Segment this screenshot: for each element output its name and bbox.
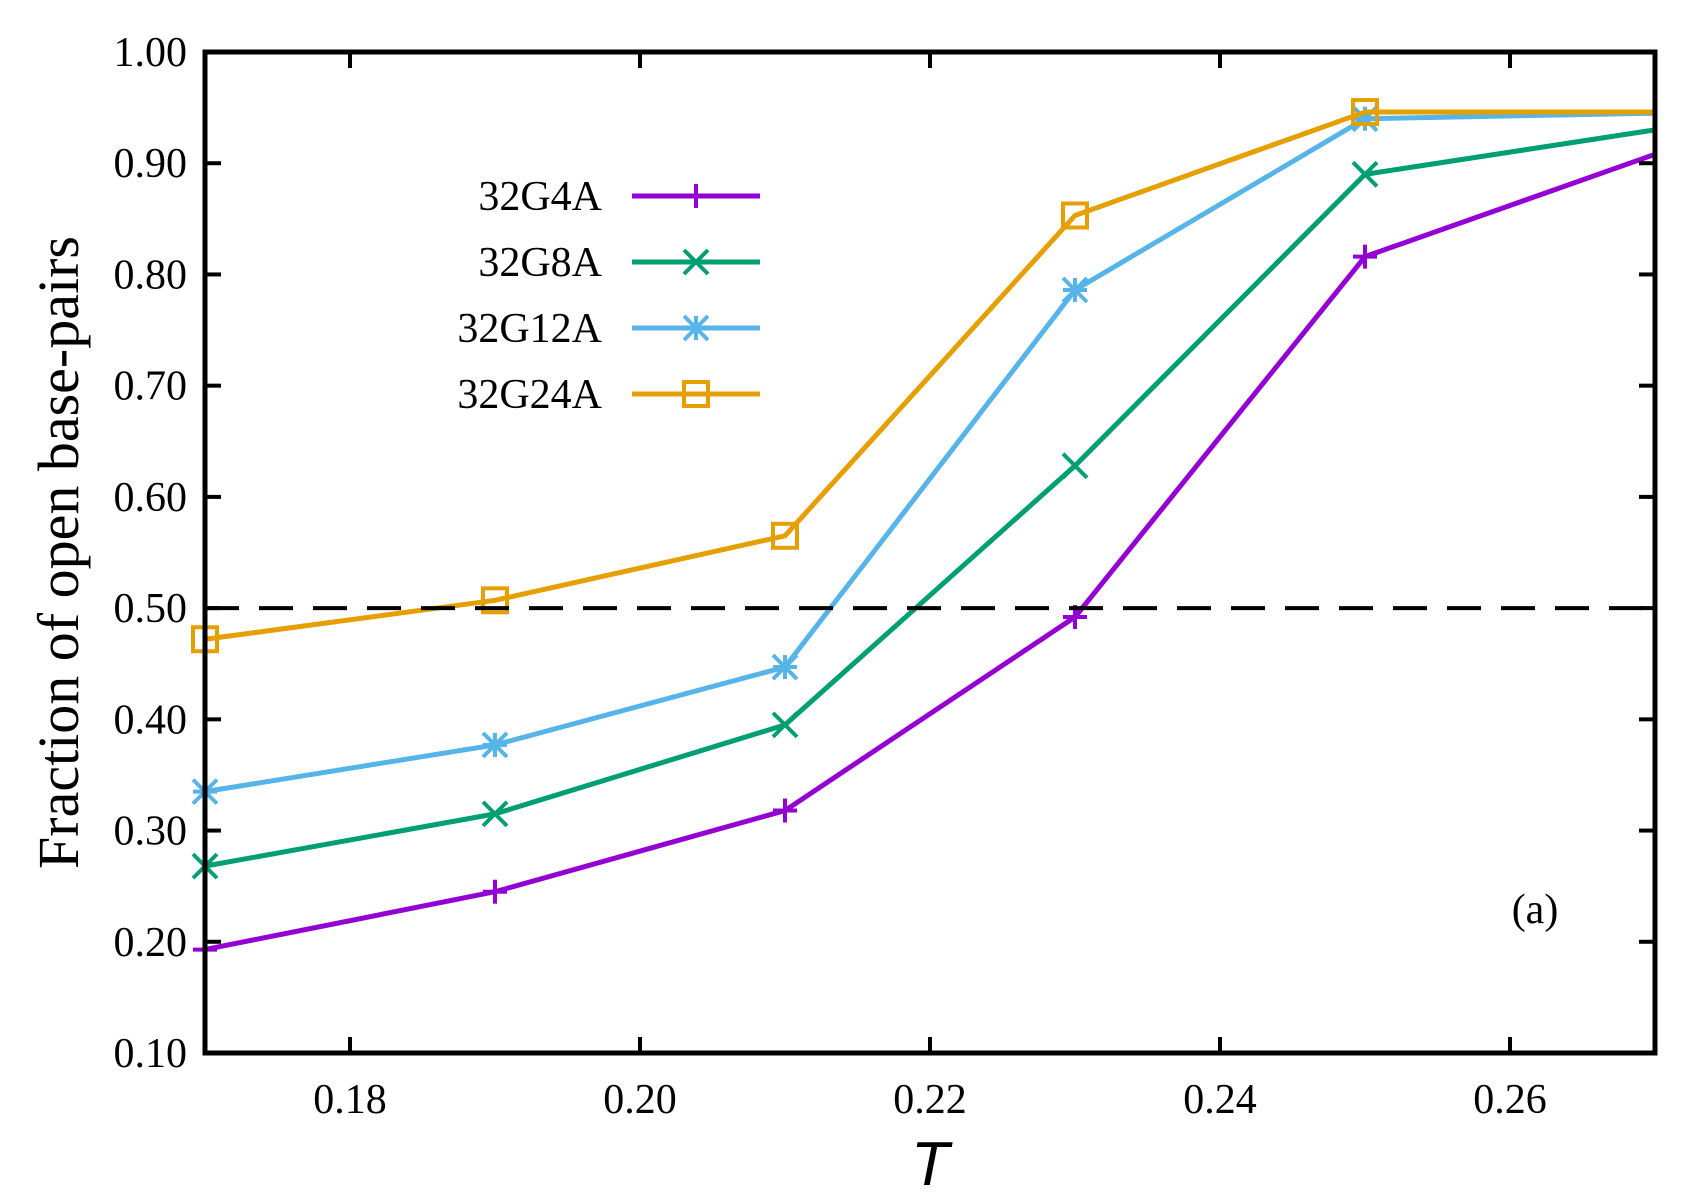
series-32G4A [193, 151, 1656, 962]
data-point [483, 879, 507, 904]
x-axis-title: T [911, 1130, 953, 1199]
series-32G8A [191, 127, 1656, 880]
legend-swatch-marker [682, 380, 710, 408]
data-point [771, 711, 799, 739]
legend-swatch-marker [682, 248, 710, 276]
legend-item-32G4A: 32G4A [478, 174, 760, 220]
series-line [204, 151, 1656, 953]
y-tick-label: 0.70 [114, 364, 188, 410]
data-point [1061, 276, 1089, 304]
data-point [1351, 160, 1379, 188]
plot-frame [202, 49, 1658, 1056]
y-tick-label: 0.80 [114, 252, 188, 298]
legend-label: 32G24A [457, 372, 602, 418]
y-tick-label: 0.50 [114, 586, 188, 632]
x-tick-label: 0.20 [603, 1077, 677, 1123]
legend-label: 32G8A [478, 240, 602, 286]
y-tick-label: 0.30 [114, 809, 188, 855]
y-tick-label: 0.20 [114, 920, 188, 966]
series-line [204, 109, 1655, 642]
x-tick-label: 0.18 [313, 1077, 387, 1123]
y-tick-label: 0.10 [114, 1031, 188, 1077]
data-point [1061, 201, 1089, 230]
series-line [204, 127, 1656, 869]
data-point [481, 800, 509, 828]
data-point [771, 653, 799, 681]
legend-item-32G24A: 32G24A [457, 372, 760, 418]
y-tick-label: 0.40 [114, 697, 188, 743]
data-point [1351, 98, 1379, 127]
y-axis-title: Fraction of open base-pairs [26, 236, 91, 869]
y-tick-label: 1.00 [114, 30, 188, 76]
y-tick-label: 0.60 [114, 475, 188, 521]
data-point [481, 731, 509, 759]
y-tick-label: 0.90 [114, 141, 188, 187]
x-tick-label: 0.24 [1183, 1077, 1257, 1123]
legend-swatch-marker [682, 314, 710, 342]
legend-label: 32G4A [478, 174, 602, 220]
legend-label: 32G12A [457, 306, 602, 352]
x-tick-label: 0.26 [1473, 1077, 1547, 1123]
data-point [1061, 452, 1089, 480]
panel-annotation: (a) [1512, 887, 1559, 933]
x-tick-label: 0.22 [893, 1077, 967, 1123]
series-layer [191, 98, 1656, 962]
series-32G24A [191, 98, 1655, 654]
data-point [771, 521, 799, 550]
legend-item-32G12A: 32G12A [457, 306, 760, 352]
ticks-layer: 0.18 0.20 0.22 0.24 0.26 0.10 0.20 0.30 0.40 0.50… [114, 30, 1655, 1123]
series-line [204, 110, 1656, 795]
legend-swatch-marker [684, 184, 708, 208]
legend: 32G4A 32G8A 32G12A 32G24A [457, 174, 760, 418]
legend-item-32G8A: 32G8A [478, 240, 760, 286]
data-point [773, 798, 797, 823]
data-point [481, 586, 509, 615]
data-point [1353, 244, 1377, 269]
series-32G12A [191, 105, 1656, 806]
